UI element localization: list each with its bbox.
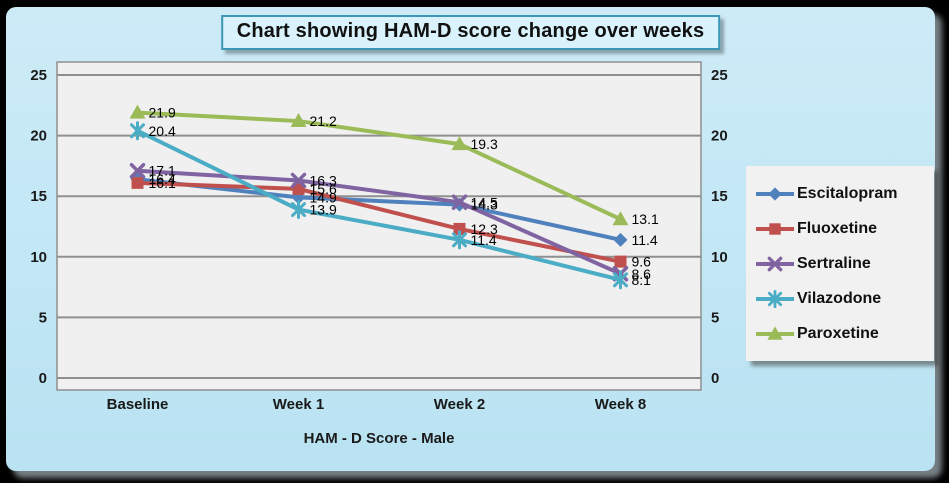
triangle-marker-icon	[612, 211, 629, 226]
chart-title-box: Chart showing HAM-D score change over we…	[220, 15, 721, 50]
asterisk-marker-icon	[291, 200, 306, 220]
data-label: 14.3	[471, 197, 498, 213]
legend-key-star	[756, 289, 794, 308]
legend-key-diamond	[756, 186, 794, 201]
x-marker-icon	[767, 256, 783, 271]
data-label: 11.4	[632, 232, 658, 248]
x-stroke	[451, 194, 468, 211]
legend-label: Sertraline	[797, 254, 871, 272]
y-tick-right: 0	[711, 370, 719, 387]
data-labels: 16.4 14.9 14.3 11.4 16.1 15.6 12.3 9.6 17.1 16.3 1…	[149, 105, 659, 288]
data-label: 21.2	[310, 113, 337, 129]
chart-legend[interactable]: Escitalopram Fluoxetine Sertraline Vilazodo…	[746, 166, 934, 361]
series-line[interactable]	[137, 177, 621, 242]
data-label: 21.9	[149, 105, 176, 121]
series-line[interactable]	[137, 110, 622, 222]
y-tick-left: 25	[30, 67, 47, 84]
y-tick-left: 10	[30, 249, 47, 266]
series-fluoxetine[interactable]	[131, 176, 627, 268]
data-label: 14.9	[310, 189, 337, 205]
data-label: 14.5	[471, 194, 498, 210]
data-label: 16.4	[149, 171, 176, 187]
y-axis-ticks: 0 0 5 5 10 10 15 15 20 20 25 25	[30, 67, 727, 387]
y-tick-right: 15	[711, 188, 728, 205]
asterisk-marker-icon	[613, 270, 628, 290]
legend-label: Escitalopram	[797, 184, 898, 202]
x-axis-categories: Baseline Week 1 Week 2 Week 8	[107, 396, 647, 413]
triangle-marker-icon	[290, 113, 307, 128]
x-category-label: Week 2	[434, 396, 485, 413]
x-category-label: Week 8	[595, 396, 646, 413]
legend-item-fluoxetine[interactable]: Fluoxetine	[754, 211, 928, 246]
x-stroke	[767, 256, 783, 271]
legend-item-paroxetine[interactable]: Paroxetine	[754, 316, 928, 351]
data-label: 20.4	[149, 123, 176, 139]
diamond-marker-icon	[768, 186, 782, 201]
data-label: 13.9	[310, 202, 337, 218]
y-tick-right: 5	[711, 309, 719, 326]
x-category-label: Week 1	[273, 396, 324, 413]
chart-title: Chart showing HAM-D score change over we…	[236, 20, 705, 42]
legend-label: Paroxetine	[797, 324, 879, 342]
y-tick-right: 20	[711, 128, 728, 145]
x-marker-icon	[290, 172, 307, 189]
data-label: 16.1	[149, 175, 176, 191]
asterisk-marker-icon	[452, 230, 467, 250]
chart-canvas: Chart showing HAM-D score change over we…	[6, 7, 935, 471]
legend-key-triangle	[756, 325, 794, 340]
x-marker-icon	[129, 162, 146, 179]
triangle-marker-icon	[767, 325, 783, 340]
asterisk-marker-icon	[130, 121, 145, 141]
x-stroke	[129, 162, 146, 179]
data-label: 11.4	[471, 232, 497, 248]
y-tick-left: 5	[39, 309, 47, 326]
series-paroxetine[interactable]	[129, 104, 629, 226]
legend-label: Vilazodone	[797, 289, 882, 307]
legend-item-escitalopram[interactable]: Escitalopram	[754, 176, 928, 211]
square-marker-icon	[131, 176, 144, 189]
y-tick-left: 0	[39, 370, 47, 387]
x-axis-title: HAM - D Score - Male	[303, 430, 455, 447]
legend-key-x	[756, 256, 794, 271]
y-tick-left: 20	[30, 128, 47, 145]
data-label: 15.6	[310, 181, 337, 197]
square-marker-icon	[292, 182, 305, 195]
data-label: 9.6	[632, 254, 652, 270]
data-label: 19.3	[471, 136, 498, 152]
square-marker-icon	[614, 255, 627, 268]
legend-label: Fluoxetine	[797, 219, 878, 237]
series-line[interactable]	[136, 128, 621, 282]
triangle-marker-icon	[451, 136, 468, 151]
x-category-label: Baseline	[107, 396, 169, 413]
square-marker-icon	[769, 222, 781, 235]
data-label: 8.6	[632, 266, 652, 282]
diamond-marker-icon	[613, 232, 628, 247]
data-label: 13.1	[632, 211, 659, 227]
legend-key-square	[756, 222, 794, 235]
data-label: 17.1	[149, 163, 176, 179]
y-tick-right: 25	[711, 67, 728, 84]
series-vilazodone[interactable]	[130, 121, 628, 290]
y-tick-right: 10	[711, 249, 728, 266]
asterisk-marker-icon	[767, 289, 783, 308]
data-label: 12.3	[471, 221, 498, 237]
series-line[interactable]	[137, 168, 622, 276]
square-marker-icon	[453, 222, 466, 235]
legend-item-sertraline[interactable]: Sertraline	[754, 246, 928, 281]
triangle-marker-icon	[129, 104, 146, 119]
chart-plot: 0 0 5 5 10 10 15 15 20 20 25 25 Baseline Week 1 Week 2…	[30, 61, 728, 413]
x-stroke	[290, 172, 307, 189]
series-line[interactable]	[137, 180, 621, 264]
data-label: 16.3	[310, 172, 337, 188]
x-marker-icon	[451, 194, 468, 211]
y-tick-left: 15	[30, 188, 47, 205]
data-label: 8.1	[632, 272, 652, 288]
legend-item-vilazodone[interactable]: Vilazodone	[754, 281, 928, 316]
